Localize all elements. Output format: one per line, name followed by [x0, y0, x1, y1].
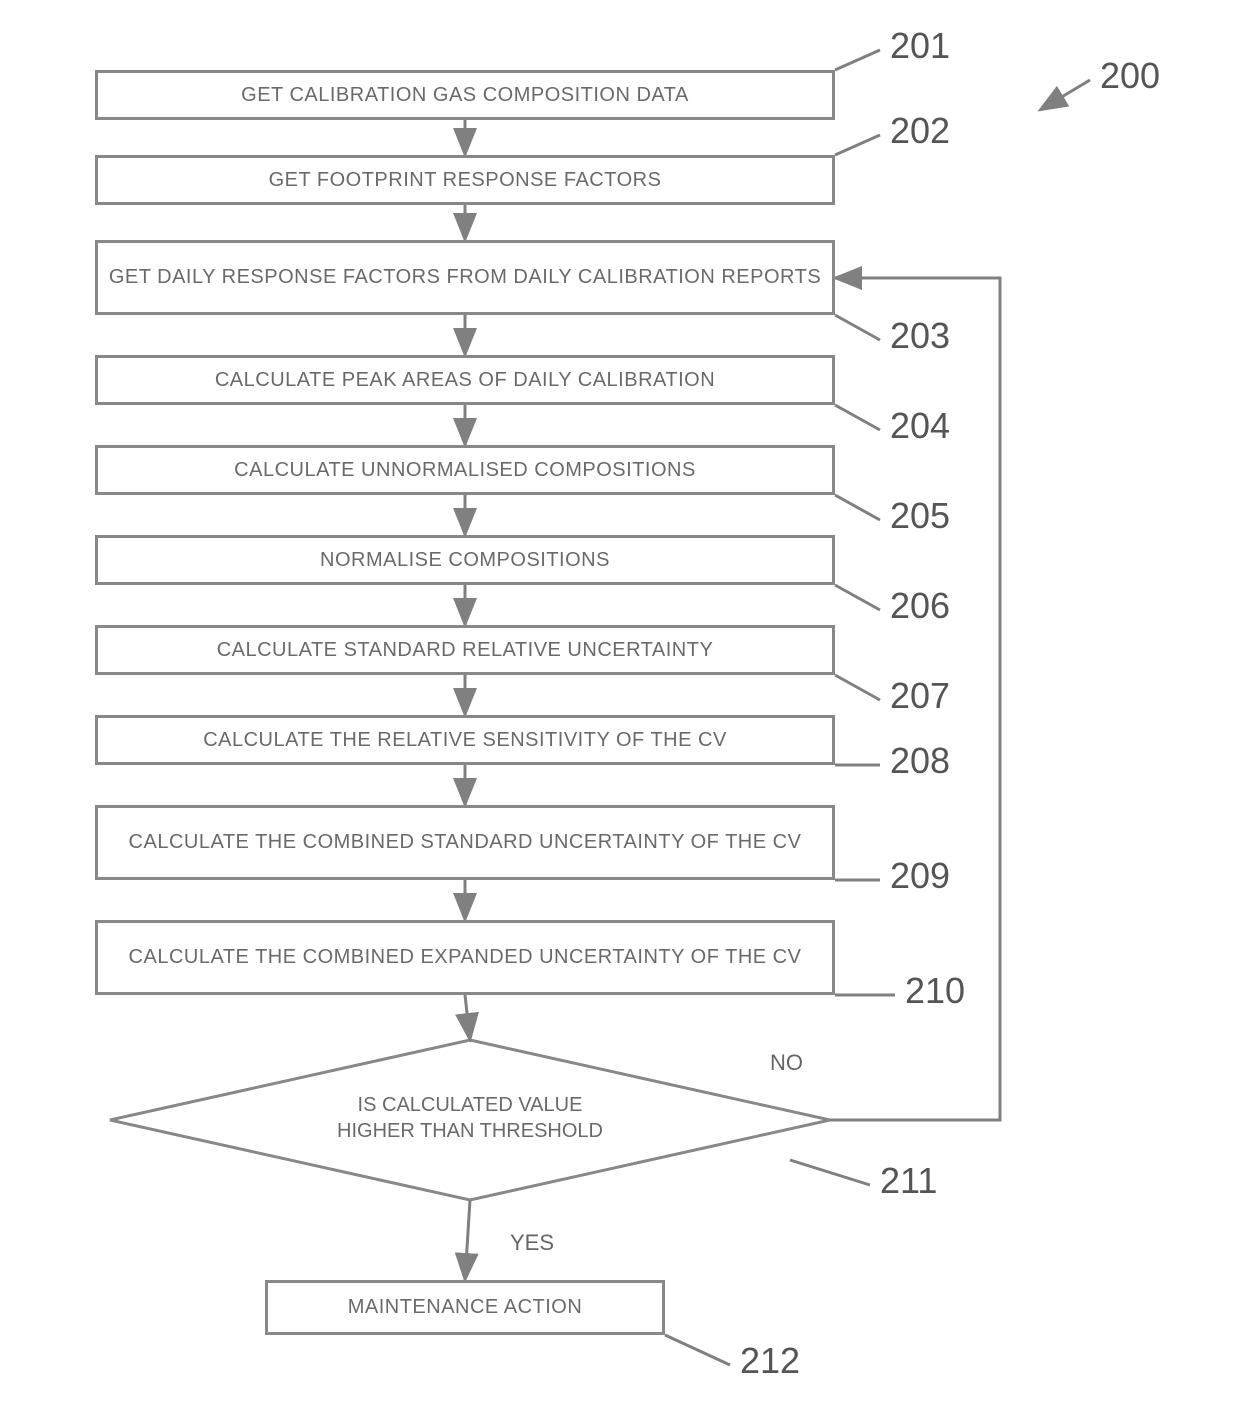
- process-box: GET DAILY RESPONSE FACTORS FROM DAILY CA…: [95, 240, 835, 315]
- ref-label: 207: [890, 675, 950, 717]
- process-box: CALCULATE UNNORMALISED COMPOSITIONS: [95, 445, 835, 495]
- decision-text: IS CALCULATED VALUEHIGHER THAN THRESHOLD: [110, 1092, 830, 1144]
- ref-label: 211: [880, 1160, 937, 1202]
- ref-label: 204: [890, 405, 950, 447]
- flowchart-canvas: GET CALIBRATION GAS COMPOSITION DATA 201 G…: [0, 0, 1240, 1421]
- ref-label: 202: [890, 110, 950, 152]
- ref-label: 212: [740, 1340, 800, 1382]
- process-box: NORMALISE COMPOSITIONS: [95, 535, 835, 585]
- ref-label: 203: [890, 315, 950, 357]
- ref-label: 201: [890, 25, 950, 67]
- ref-label: 208: [890, 740, 950, 782]
- ref-label: 205: [890, 495, 950, 537]
- edge-label: YES: [510, 1230, 554, 1256]
- process-box: GET CALIBRATION GAS COMPOSITION DATA: [95, 70, 835, 120]
- ref-label: 206: [890, 585, 950, 627]
- process-box: CALCULATE THE COMBINED STANDARD UNCERTAI…: [95, 805, 835, 880]
- process-box: CALCULATE THE RELATIVE SENSITIVITY OF TH…: [95, 715, 835, 765]
- process-box: GET FOOTPRINT RESPONSE FACTORS: [95, 155, 835, 205]
- connector-overlay: [0, 0, 1240, 1421]
- process-box: CALCULATE PEAK AREAS OF DAILY CALIBRATIO…: [95, 355, 835, 405]
- figure-ref-label: 200: [1100, 55, 1160, 97]
- process-box: MAINTENANCE ACTION: [265, 1280, 665, 1335]
- ref-label: 210: [905, 970, 965, 1012]
- process-box: CALCULATE STANDARD RELATIVE UNCERTAINTY: [95, 625, 835, 675]
- ref-label: 209: [890, 855, 950, 897]
- edge-label-no: NO: [770, 1050, 803, 1076]
- process-box: CALCULATE THE COMBINED EXPANDED UNCERTAI…: [95, 920, 835, 995]
